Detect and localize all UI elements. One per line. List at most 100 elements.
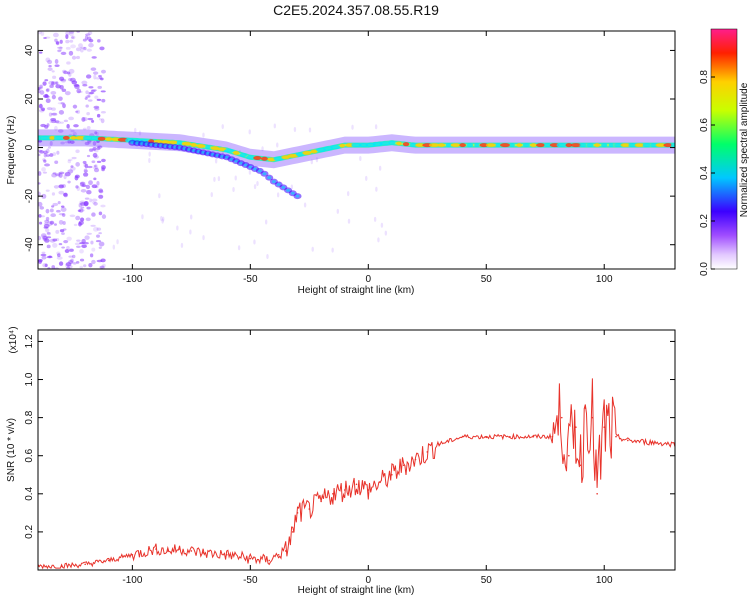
noise-speckle	[72, 261, 77, 265]
noise-speckle	[92, 226, 99, 232]
noise-speckle	[82, 84, 88, 87]
noise-speckle	[41, 193, 47, 199]
noise-speckle	[60, 207, 67, 213]
ridge-blob	[82, 135, 93, 140]
noise-speckle	[74, 174, 80, 179]
spectrogram-x-label: Height of straight line (km)	[298, 285, 415, 296]
noise-speckle	[73, 223, 78, 227]
noise-speckle	[84, 235, 90, 240]
ridge-blob	[176, 140, 183, 145]
noise-speckle	[74, 84, 80, 90]
noise-speckle	[96, 180, 100, 186]
noise-speckle	[57, 129, 64, 133]
colorbar-gradient	[710, 28, 738, 270]
noise-speckle	[93, 74, 97, 80]
noise-speckle	[92, 71, 99, 75]
noise-speckle	[43, 36, 47, 40]
snr-point	[320, 500, 322, 503]
ridge-blob	[339, 143, 346, 148]
noise-speckle	[61, 213, 66, 217]
snr-point	[355, 483, 358, 486]
streak-blob-core	[276, 182, 281, 186]
snr-point	[379, 481, 381, 484]
snr-point	[249, 557, 252, 560]
noise-speckle	[116, 239, 119, 245]
noise-speckle	[65, 262, 72, 267]
ridge-blob	[570, 143, 582, 148]
noise-speckle	[92, 152, 98, 158]
snr-point	[268, 559, 271, 562]
noise-speckle	[53, 223, 57, 226]
noise-speckle	[303, 202, 307, 208]
noise-speckle	[45, 154, 51, 157]
noise-speckle	[70, 77, 76, 83]
noise-speckle	[49, 140, 53, 146]
noise-speckle	[76, 245, 81, 248]
noise-speckle	[46, 88, 50, 93]
snr-point	[202, 552, 204, 554]
colorbar-tick-label: 0.6	[699, 118, 710, 132]
noise-speckle	[76, 186, 81, 191]
noise-speckle	[56, 120, 61, 125]
noise-speckle	[66, 266, 71, 269]
noise-speckle	[138, 130, 142, 136]
noise-speckle	[58, 190, 65, 195]
noise-speckle	[91, 56, 97, 59]
noise-speckle	[87, 99, 93, 102]
noise-speckle	[44, 163, 50, 167]
noise-speckle	[86, 111, 90, 116]
noise-speckle	[67, 159, 72, 164]
noise-speckle	[351, 124, 354, 130]
noise-speckle	[51, 112, 58, 117]
ridge-blob	[516, 143, 523, 148]
noise-speckle	[85, 33, 91, 36]
noise-speckle	[93, 164, 97, 168]
noise-speckle	[42, 235, 48, 240]
noise-speckle	[162, 216, 165, 222]
snr-y-tick-label: 1.2	[24, 334, 35, 348]
noise-speckle	[68, 31, 75, 34]
noise-speckle	[66, 236, 72, 241]
noise-speckle	[101, 69, 106, 74]
ridge-blob	[90, 136, 99, 141]
noise-speckle	[83, 168, 88, 174]
noise-speckle	[293, 126, 297, 132]
noise-speckle	[47, 231, 51, 236]
noise-speckle	[62, 220, 66, 226]
noise-speckle	[69, 248, 74, 252]
noise-speckle	[66, 123, 70, 129]
ridge-blob	[495, 143, 501, 148]
snr-point	[485, 435, 488, 438]
streak-blob-core	[262, 172, 267, 176]
snr-point	[560, 416, 563, 419]
ridge-blob	[53, 135, 65, 140]
noise-speckle	[43, 159, 47, 163]
snr-plot-area	[38, 330, 675, 570]
streak-blob-core	[248, 165, 253, 169]
spectrogram-panel: -100 -50 0 50 100 -40 -20 0 20 40 Height of stra…	[6, 30, 676, 296]
noise-speckle	[38, 214, 42, 218]
noise-speckle	[75, 162, 80, 167]
snr-trace	[38, 378, 675, 570]
noise-speckle	[38, 139, 43, 143]
noise-speckle	[42, 158, 46, 162]
noise-speckle	[81, 244, 87, 249]
noise-speckle	[232, 186, 235, 192]
noise-speckle	[58, 172, 63, 178]
noise-speckle	[49, 84, 54, 89]
noise-speckle	[83, 172, 89, 177]
noise-speckle	[38, 87, 41, 90]
noise-speckle	[61, 232, 65, 235]
noise-speckle	[57, 200, 61, 205]
noise-speckle	[51, 107, 56, 111]
snr-x-tick-label: 50	[481, 575, 493, 586]
noise-speckle	[101, 214, 107, 219]
noise-speckle	[46, 232, 51, 235]
noise-speckle	[51, 265, 56, 269]
noise-speckle	[63, 192, 68, 198]
snr-x-ticks: -100 -50 0 50 100	[122, 330, 613, 586]
noise-speckle	[375, 186, 378, 192]
noise-speckle	[41, 107, 45, 112]
noise-speckle	[88, 263, 93, 268]
noise-speckle	[57, 172, 61, 178]
